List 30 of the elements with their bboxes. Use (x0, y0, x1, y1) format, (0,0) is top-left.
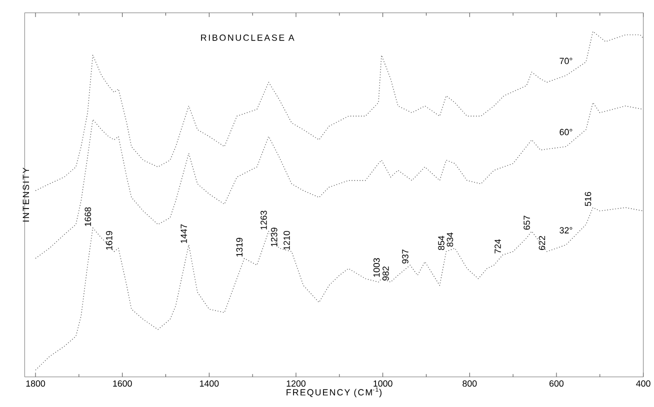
annotation: 1447 (180, 224, 187, 243)
x-tick-label: 1400 (200, 380, 219, 386)
annotation: 1319 (236, 238, 243, 256)
y-axis-title: INTENSITY (22, 167, 30, 222)
x-tick-label: 1600 (113, 380, 132, 386)
x-tick-label: 1000 (374, 380, 392, 386)
series-label: 32° (560, 226, 572, 234)
annotation: 1003 (373, 258, 380, 277)
annotation: 854 (438, 236, 444, 250)
chart-title: RIBONUCLEASE A (201, 34, 294, 41)
x-tick-label: 800 (462, 380, 477, 386)
series-label: 70° (560, 58, 572, 64)
annotation: 1263 (260, 210, 267, 230)
annotation: 1239 (270, 227, 278, 246)
x-axis-title: FREQUENCY (CM$^{-1}$) (286, 387, 382, 397)
annotation: 982 (382, 266, 389, 280)
annotation: 1210 (284, 230, 290, 250)
x-tick-label: 1200 (286, 380, 306, 386)
x-tick-label: 600 (550, 380, 564, 386)
annotation: 1668 (84, 207, 92, 226)
annotation: 1619 (106, 230, 112, 250)
annotation: 657 (524, 215, 530, 230)
annotation: 724 (494, 239, 501, 254)
x-tick-label: 1800 (26, 380, 46, 386)
annotation: 516 (584, 192, 592, 206)
series-label: 60° (560, 128, 572, 135)
x-tick-label: 400 (636, 380, 650, 386)
annotation: 834 (446, 232, 454, 246)
annotation: 622 (538, 236, 546, 250)
annotation: 937 (402, 249, 408, 264)
